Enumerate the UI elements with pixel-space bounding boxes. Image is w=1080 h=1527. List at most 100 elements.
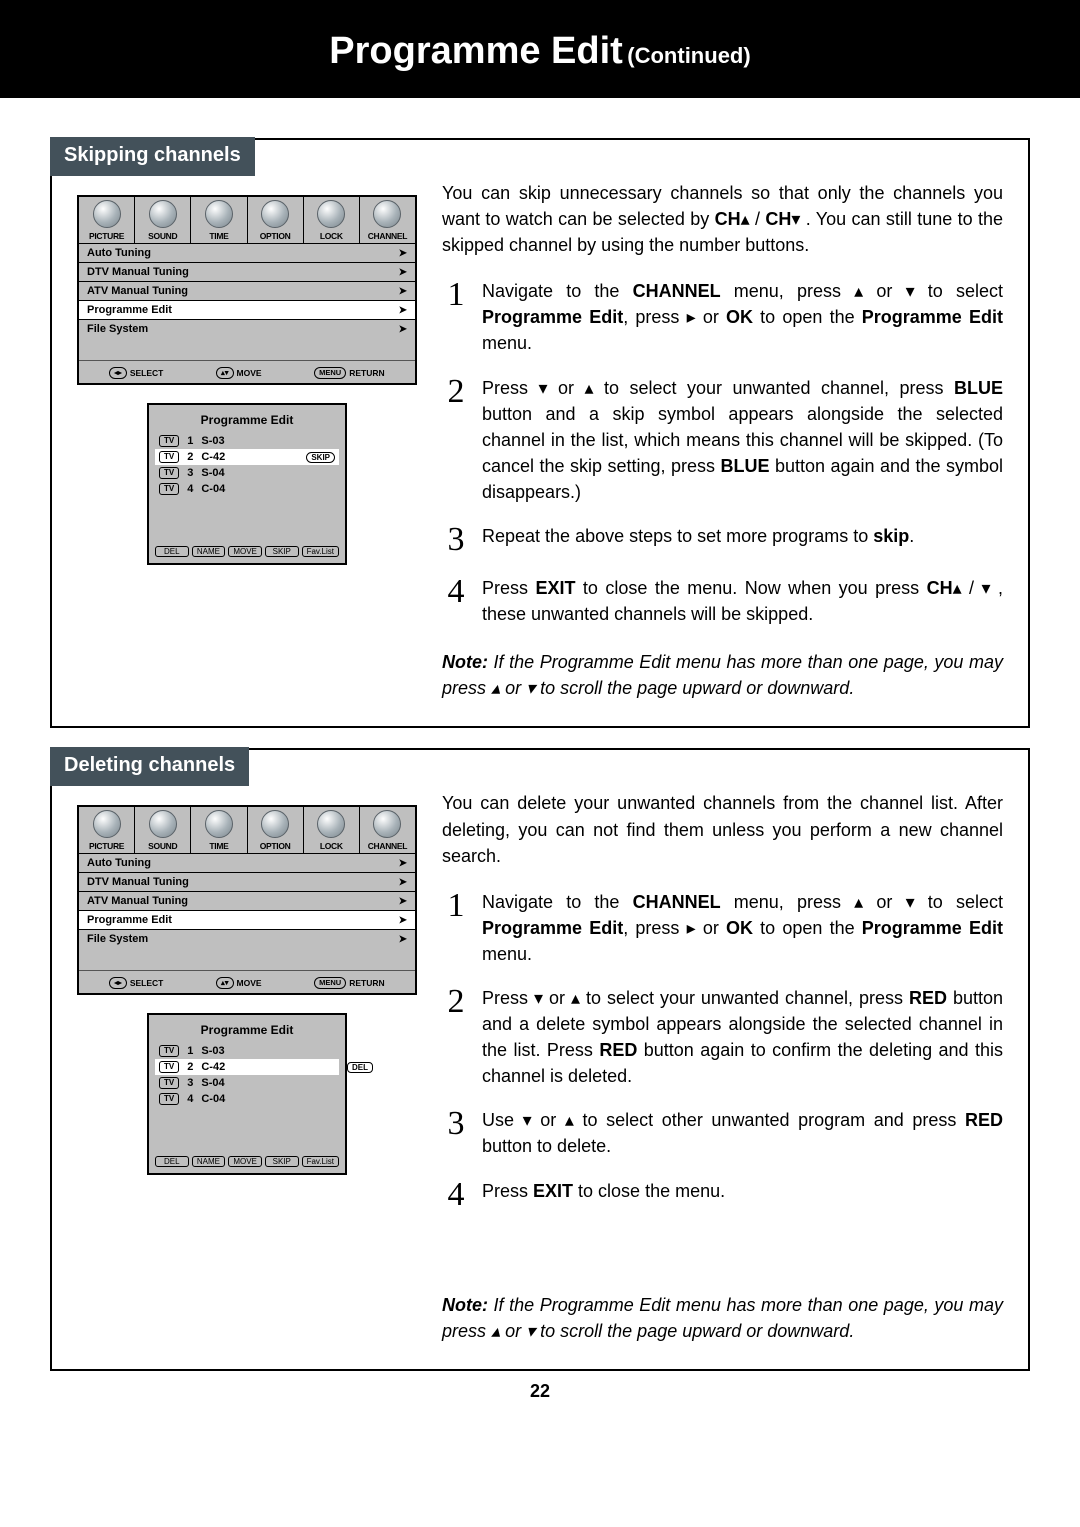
menu-item-programme-edit: Programme Edit➤ (79, 911, 415, 930)
step-text: Repeat the above steps to set more progr… (482, 523, 1003, 557)
menu-item-auto-tuning: Auto Tuning➤ (79, 854, 415, 873)
step-4: 4 Press EXIT to close the menu. (442, 1178, 1003, 1212)
left-right-icon: ◂▸ (109, 977, 127, 989)
programme-edit-list-skip: Programme Edit TV1S-03 TV2C-42SKIP TV3S-… (147, 403, 347, 565)
menu-item-atv-manual: ATV Manual Tuning ➤ (79, 892, 415, 911)
step-number: 4 (442, 575, 470, 627)
pe-title: Programme Edit (155, 413, 339, 427)
tv-menu-list: Auto Tuning➤ DTV Manual Tuning➤ ATV Manu… (79, 854, 415, 948)
tv-icon-label: SOUND (135, 841, 190, 851)
menu-item-file-system: File System➤ (79, 320, 415, 338)
t: to scroll the page upward or downward. (535, 678, 854, 698)
tv-icon-option: OPTION (248, 197, 304, 244)
channel-row: TV3S-04 (155, 1075, 339, 1091)
step-2: 2 Press ▾ or ▴ to select your unwanted c… (442, 985, 1003, 1089)
step-number: 3 (442, 523, 470, 557)
step-1: 1 Navigate to the CHANNEL menu, press ▴ … (442, 278, 1003, 356)
favlist-button: Fav.List (302, 1156, 339, 1167)
spacer (79, 338, 415, 360)
skip-button: SKIP (265, 1156, 299, 1167)
tv-icon-sound: SOUND (135, 197, 191, 244)
t: Press (482, 378, 538, 398)
chevron-right-icon: ➤ (399, 305, 407, 316)
step-text: Press ▾ or ▴ to select your unwanted cha… (482, 375, 1003, 505)
channel-row: TV1S-03 (155, 1043, 339, 1059)
channel-num: 1 (187, 435, 193, 447)
tv-icon-time: TIME (191, 807, 247, 854)
channel-name: C-04 (201, 483, 225, 495)
footer-return: MENURETURN (314, 367, 385, 379)
manual-page: Programme Edit (Continued) Skipping chan… (0, 0, 1080, 1442)
section-skipping-channels: Skipping channels PICTURE SOUND TIME OPT… (50, 138, 1030, 728)
t: / (962, 578, 982, 598)
t: Repeat the above steps to set more progr… (482, 526, 873, 546)
tv-icon-channel: CHANNEL (360, 197, 415, 244)
step-number: 2 (442, 375, 470, 505)
channel-row: TV 1 S-03 (155, 433, 339, 449)
channel-name: S-03 (201, 435, 224, 447)
channel-row: TV3S-04 (155, 465, 339, 481)
t: CH (927, 578, 953, 598)
t: BLUE (954, 378, 1003, 398)
t: or (500, 678, 526, 698)
tv-icon-label: PICTURE (79, 841, 134, 851)
triangle-right-icon: ▸ (687, 918, 696, 938)
time-icon (205, 200, 233, 228)
triangle-down-icon: ▾ (526, 1321, 535, 1341)
menu-item-atv-manual: ATV Manual Tuning➤ (79, 282, 415, 301)
t: menu, press (721, 281, 855, 301)
del-button: DEL (155, 1156, 189, 1167)
triangle-up-icon: ▴ (953, 578, 962, 598)
t: CHANNEL (633, 281, 721, 301)
footer-label: SELECT (130, 978, 164, 988)
t: Programme Edit (482, 918, 623, 938)
step-number: 1 (442, 278, 470, 356)
t: Programme Edit (862, 307, 1003, 327)
t: to select your unwanted channel, press (580, 988, 909, 1008)
triangle-down-icon: ▾ (538, 378, 547, 398)
footer-label: MOVE (237, 978, 262, 988)
chevron-right-icon: ➤ (399, 286, 407, 297)
t: Press (482, 988, 534, 1008)
tv-icon-label: OPTION (248, 231, 303, 241)
lock-icon (317, 810, 345, 838)
triangle-up-icon: ▴ (565, 1110, 574, 1130)
channel-icon (373, 200, 401, 228)
t: Use (482, 1110, 523, 1130)
tv-icon-option: OPTION (248, 807, 304, 854)
skip-note: Note: If the Programme Edit menu has mor… (442, 649, 1003, 701)
tv-badge: TV (159, 1061, 179, 1073)
footer-select: ◂▸SELECT (109, 367, 163, 379)
t: or (696, 307, 726, 327)
channel-icon (373, 810, 401, 838)
t: or (863, 892, 905, 912)
step-text: Navigate to the CHANNEL menu, press ▴ or… (482, 889, 1003, 967)
channel-name: C-42 (201, 1061, 225, 1073)
tv-badge: TV (159, 1093, 179, 1105)
t: to open the (753, 307, 862, 327)
chevron-right-icon: ➤ (399, 896, 407, 907)
text-bold: CH (765, 209, 791, 229)
t: or (548, 378, 585, 398)
channel-num: 4 (187, 1093, 193, 1105)
t: Navigate to the (482, 281, 633, 301)
step-number: 2 (442, 985, 470, 1089)
menu-item-programme-edit: Programme Edit➤ (79, 301, 415, 320)
chevron-right-icon: ➤ (399, 267, 407, 278)
tv-badge: TV (159, 435, 179, 447)
tv-icon-channel: CHANNEL (360, 807, 415, 854)
step-3: 3 Repeat the above steps to set more pro… (442, 523, 1003, 557)
t: or (543, 988, 571, 1008)
menu-item-label: ATV Manual Tuning (87, 895, 188, 907)
channel-row: TV4C-04 (155, 481, 339, 497)
menu-item-dtv-manual: DTV Manual Tuning➤ (79, 873, 415, 892)
channel-num: 3 (187, 1077, 193, 1089)
t: CHANNEL (633, 892, 721, 912)
footer-label: RETURN (349, 368, 384, 378)
step-number: 3 (442, 1107, 470, 1159)
triangle-down-icon: ▾ (982, 578, 991, 598)
name-button: NAME (192, 546, 226, 557)
channel-row-selected: TV2C-42DEL (155, 1059, 339, 1075)
note-label: Note: (442, 1295, 488, 1315)
del-button: DEL (155, 546, 189, 557)
